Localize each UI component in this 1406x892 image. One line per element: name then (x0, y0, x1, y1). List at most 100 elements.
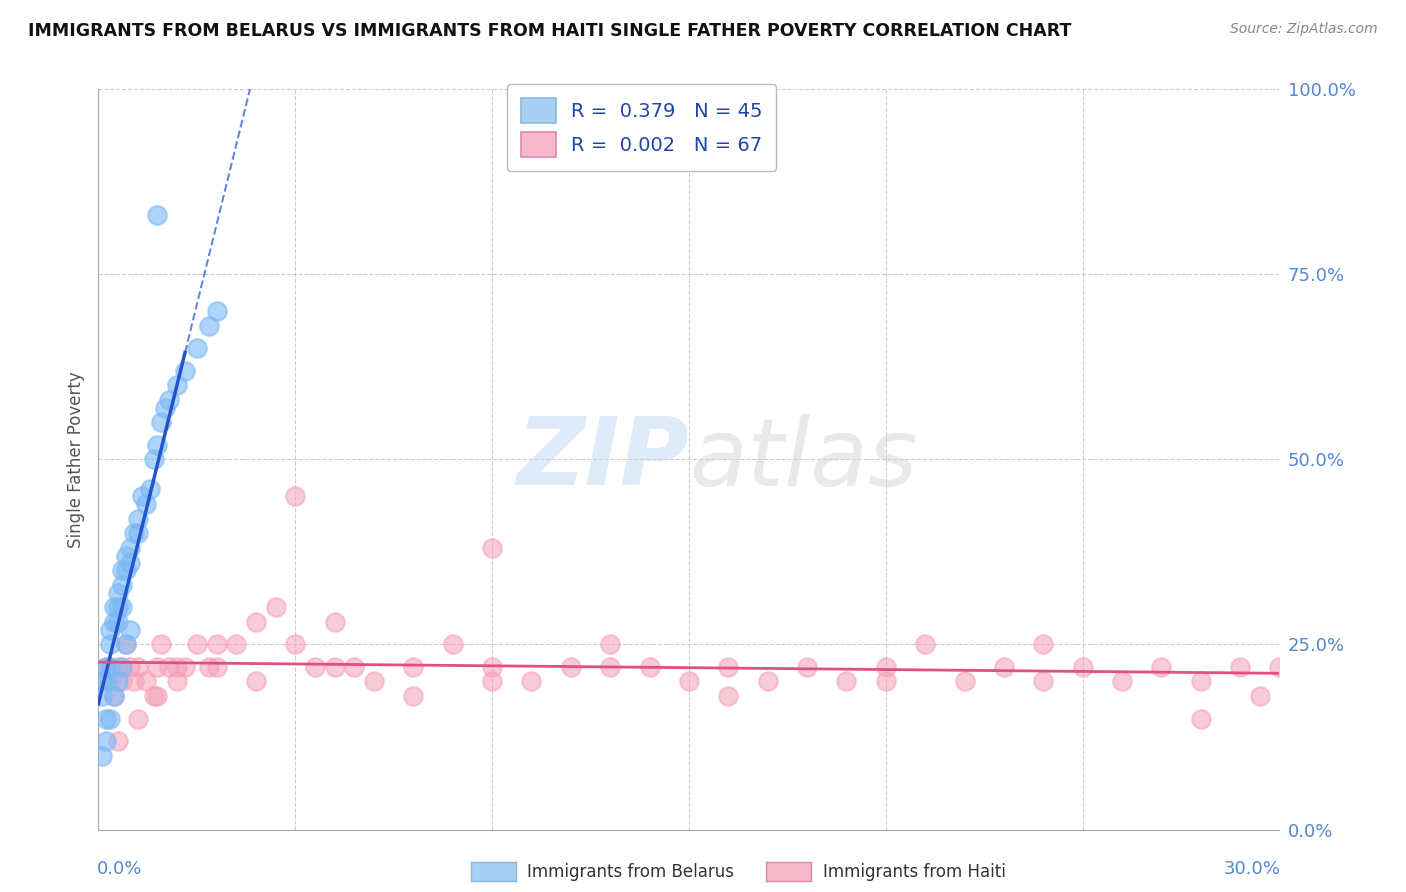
Point (96, 659, 118, 673)
Point (1111, 674, 1133, 689)
Point (1249, 690, 1271, 704)
Point (91, 674, 114, 689)
Point (115, 637, 138, 651)
Point (157, 393, 180, 408)
Point (284, 489, 307, 503)
Y-axis label: Single Father Poverty: Single Father Poverty (66, 371, 84, 548)
Point (96, 733, 118, 747)
Point (111, 578, 134, 592)
Point (103, 690, 125, 704)
Point (107, 585, 129, 599)
Point (225, 637, 247, 651)
Point (98, 659, 121, 673)
Point (118, 556, 141, 570)
Point (115, 637, 138, 651)
Point (111, 564, 134, 578)
Point (131, 489, 153, 503)
Point (363, 674, 385, 689)
Point (98, 712, 121, 726)
Point (91, 690, 114, 704)
Point (166, 674, 188, 689)
Point (107, 659, 129, 673)
Point (155, 401, 177, 415)
Point (96, 659, 118, 673)
Point (135, 674, 157, 689)
Point (186, 341, 208, 355)
Point (98, 623, 121, 637)
Point (122, 674, 145, 689)
Point (96, 674, 118, 689)
Point (1150, 659, 1173, 673)
Point (197, 659, 219, 673)
Point (1189, 674, 1212, 689)
Point (1032, 674, 1054, 689)
Point (441, 637, 464, 651)
Point (1189, 712, 1212, 726)
Text: ZIP: ZIP (516, 413, 689, 506)
Point (111, 600, 134, 615)
Point (103, 600, 125, 615)
Point (146, 437, 169, 451)
Point (118, 659, 141, 673)
Point (205, 659, 228, 673)
Point (402, 690, 425, 704)
Text: Immigrants from Belarus: Immigrants from Belarus (527, 863, 734, 881)
Text: atlas: atlas (689, 414, 917, 505)
Point (835, 674, 858, 689)
Point (205, 637, 228, 651)
Point (107, 733, 129, 747)
Point (138, 482, 160, 496)
Point (150, 415, 173, 429)
Point (1032, 637, 1054, 651)
Point (103, 690, 125, 704)
Point (146, 208, 169, 222)
Point (481, 659, 503, 673)
Legend: R =  0.379   N = 45, R =  0.002   N = 67: R = 0.379 N = 45, R = 0.002 N = 67 (508, 84, 776, 171)
Point (205, 304, 228, 318)
Point (150, 637, 173, 651)
Point (304, 659, 326, 673)
Point (142, 690, 165, 704)
Point (127, 659, 149, 673)
Point (875, 674, 897, 689)
Point (174, 659, 197, 673)
Point (166, 378, 188, 392)
Point (914, 637, 936, 651)
Point (323, 615, 346, 630)
Text: 30.0%: 30.0% (1223, 860, 1281, 878)
Point (993, 659, 1015, 673)
Point (135, 497, 157, 511)
Text: 0.0%: 0.0% (97, 860, 142, 878)
Point (103, 615, 125, 630)
Point (98, 637, 121, 651)
Point (166, 659, 188, 673)
Point (520, 674, 543, 689)
Point (875, 659, 897, 673)
Point (127, 511, 149, 525)
Point (111, 659, 134, 673)
Text: Immigrants from Haiti: Immigrants from Haiti (823, 863, 1005, 881)
Text: IMMIGRANTS FROM BELARUS VS IMMIGRANTS FROM HAITI SINGLE FATHER POVERTY CORRELATI: IMMIGRANTS FROM BELARUS VS IMMIGRANTS FR… (28, 22, 1071, 40)
Point (481, 541, 503, 556)
Point (157, 659, 180, 673)
Point (756, 674, 779, 689)
Point (343, 659, 366, 673)
Point (264, 600, 287, 615)
Point (481, 674, 503, 689)
Point (1268, 659, 1291, 673)
Point (186, 637, 208, 651)
Point (953, 674, 976, 689)
Point (717, 659, 740, 673)
Point (142, 452, 165, 467)
Point (111, 674, 134, 689)
Point (91, 748, 114, 763)
Point (717, 690, 740, 704)
Point (115, 564, 138, 578)
Point (599, 659, 621, 673)
Point (402, 659, 425, 673)
Point (1071, 659, 1094, 673)
Point (118, 623, 141, 637)
Point (284, 637, 307, 651)
Point (146, 659, 169, 673)
Point (107, 674, 129, 689)
